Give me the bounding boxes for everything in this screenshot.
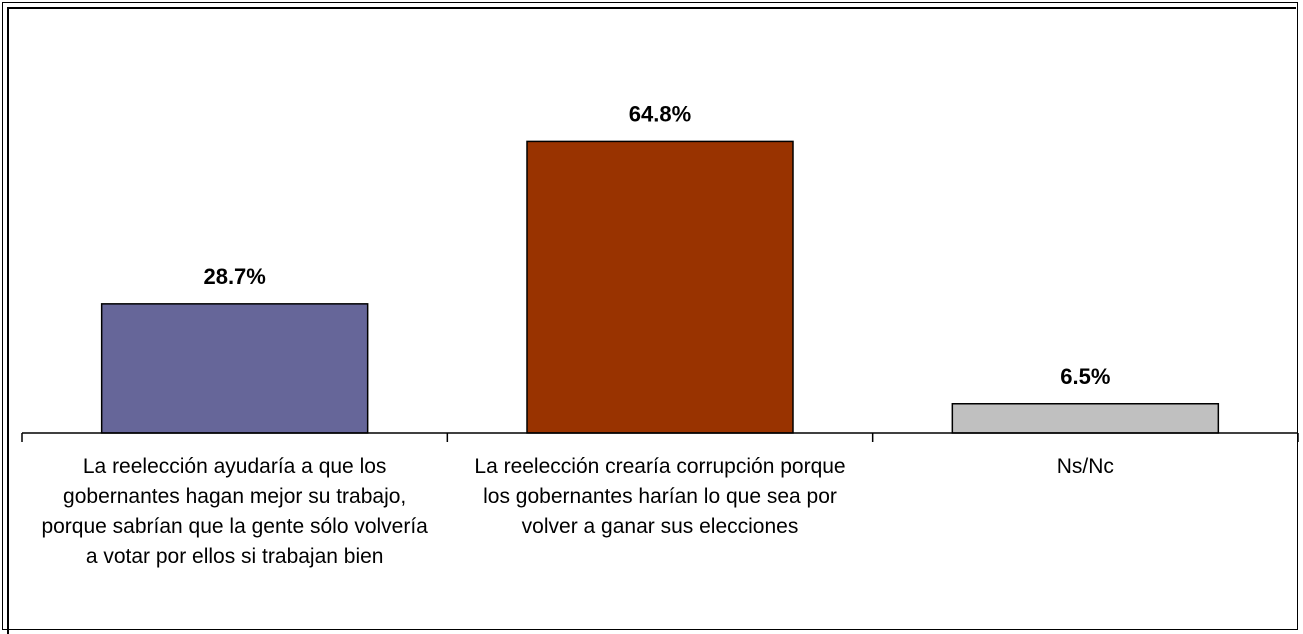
category-label-2: La reelección crearía corrupción porque … (474, 455, 846, 538)
category-label-1: La reelección ayudaría a que los goberna… (41, 455, 428, 568)
bar-2 (526, 140, 794, 434)
chart-frame-inner (7, 7, 1296, 634)
category-label-3: Ns/Nc (1056, 455, 1114, 478)
data-label-1: 28.7% (203, 264, 265, 289)
bar-3 (951, 403, 1220, 434)
bar-1 (100, 303, 369, 434)
data-label-2: 64.8% (629, 101, 691, 126)
data-label-3: 6.5% (1060, 364, 1110, 389)
